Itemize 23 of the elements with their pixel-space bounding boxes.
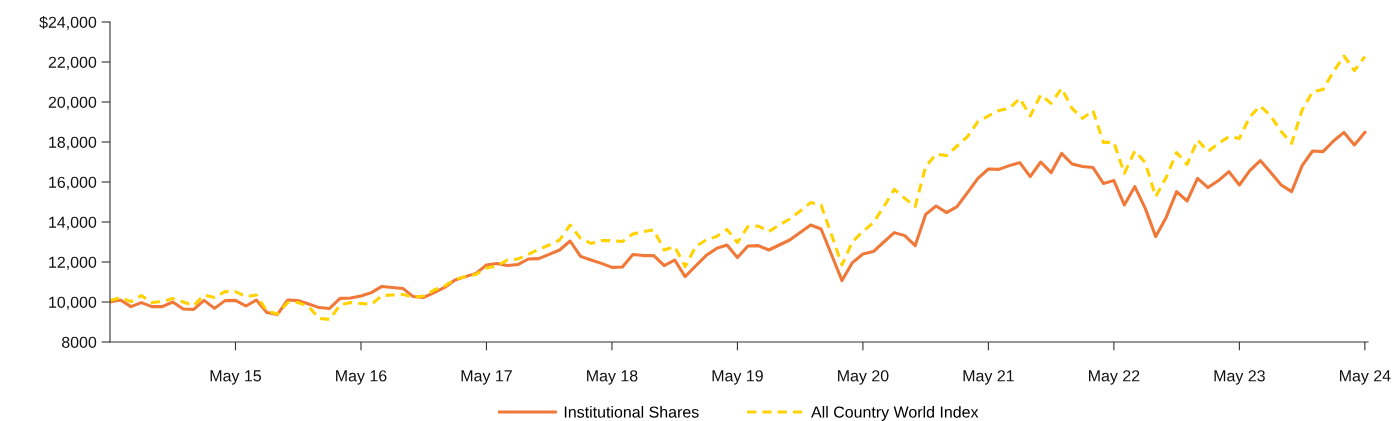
y-tick-label: 14,000 xyxy=(49,216,97,230)
x-tick-label: May 15 xyxy=(210,370,262,385)
y-tick-label: 16,000 xyxy=(49,176,97,190)
x-tick-label: May 16 xyxy=(336,370,387,385)
x-tick-label: May 24 xyxy=(1339,370,1391,385)
x-tick-label: May 19 xyxy=(712,370,763,385)
line-series xyxy=(110,130,1367,317)
x-tick-label: May 22 xyxy=(1089,370,1140,385)
y-tick-label: 12,000 xyxy=(49,256,97,270)
y-tick-label: 20,000 xyxy=(48,96,97,110)
x-tick-label: May 20 xyxy=(838,370,889,385)
x-tick-label: May 18 xyxy=(587,370,638,385)
x-tick-label: May 23 xyxy=(1214,370,1265,385)
y-tick-label: 22,000 xyxy=(48,56,97,70)
line-series xyxy=(110,54,1367,321)
legend-label: Institutional Shares xyxy=(564,406,699,418)
x-tick-label: May 17 xyxy=(461,370,512,385)
y-tick-label: 10,000 xyxy=(49,296,97,310)
x-tick-label: May 21 xyxy=(963,370,1014,385)
y-tick-label: $24,000 xyxy=(39,15,97,30)
legend-label: All Country World Index xyxy=(811,406,979,421)
y-tick-label: 8000 xyxy=(61,336,97,348)
y-tick-label: 18,000 xyxy=(49,136,97,150)
